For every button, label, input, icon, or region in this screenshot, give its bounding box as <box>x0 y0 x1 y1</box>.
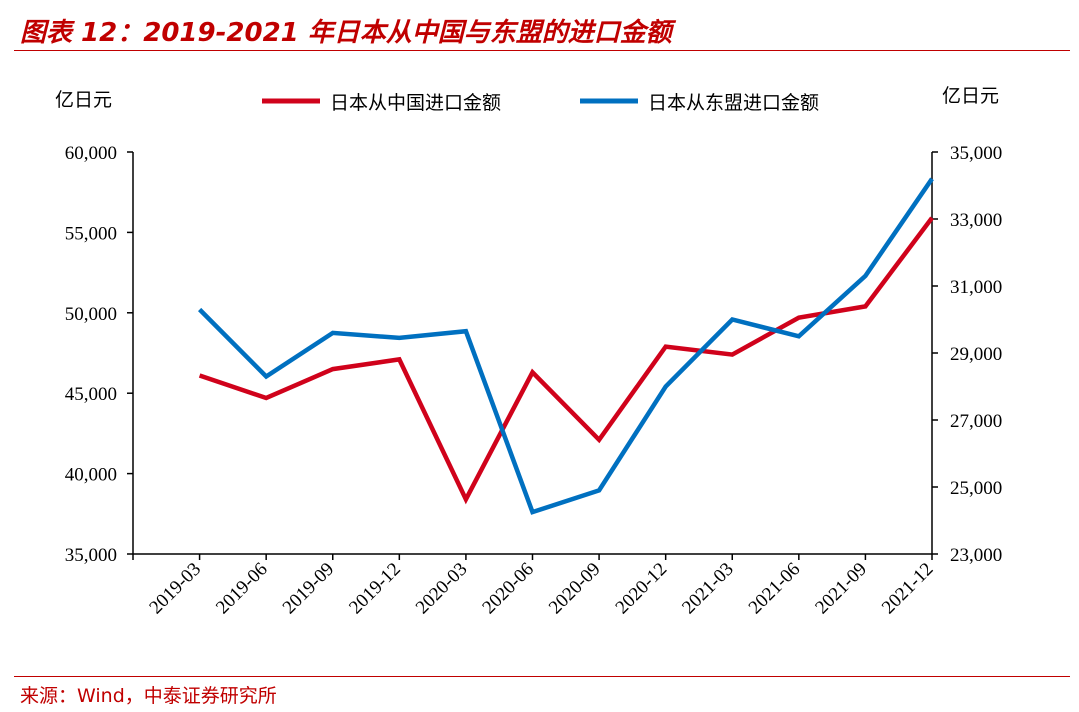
right-axis-unit: 亿日元 <box>942 85 999 107</box>
chart-axes <box>132 152 933 555</box>
legend-label-asean: 日本从东盟进口金额 <box>648 92 819 114</box>
x-tick-label: 2019-03 <box>145 559 205 619</box>
right-axis-ticks: 23,000 25,000 27,000 29,000 31,000 33,000 35,0… <box>932 143 1002 566</box>
left-axis-unit: 亿日元 <box>55 89 112 111</box>
series-line-china <box>198 216 934 505</box>
right-tick-label: 31,000 <box>950 277 1002 298</box>
right-tick-label: 29,000 <box>950 344 1002 365</box>
legend: 日本从中国进口金额 日本从东盟进口金额 <box>262 92 819 114</box>
x-tick-label: 2021-12 <box>878 559 938 619</box>
x-tick-label: 2019-09 <box>279 559 339 619</box>
x-tick-label: 2021-06 <box>745 559 805 619</box>
x-tick-label: 2021-03 <box>678 559 738 619</box>
right-tick-label: 35,000 <box>950 143 1002 164</box>
left-tick-label: 45,000 <box>65 384 117 405</box>
left-tick-label: 55,000 <box>65 223 117 244</box>
left-tick-label: 40,000 <box>65 465 117 486</box>
left-axis-ticks: 35,000 40,000 45,000 50,000 55,000 60,000 <box>65 143 133 566</box>
footer-divider <box>14 676 1070 677</box>
x-tick-label: 2020-03 <box>412 559 472 619</box>
left-tick-label: 60,000 <box>65 143 117 164</box>
title-divider <box>14 50 1070 51</box>
right-tick-label: 27,000 <box>950 411 1002 432</box>
right-tick-label: 25,000 <box>950 478 1002 499</box>
series-lines <box>198 177 934 515</box>
chart-title: 图表 12：2019-2021 年日本从中国与东盟的进口金额 <box>20 18 672 48</box>
left-tick-label: 35,000 <box>65 545 117 566</box>
x-tick-label: 2020-09 <box>545 559 605 619</box>
right-tick-label: 33,000 <box>950 210 1002 231</box>
left-tick-label: 50,000 <box>65 304 117 325</box>
right-tick-label: 23,000 <box>950 545 1002 566</box>
x-axis-ticks: 2019-03 2019-06 2019-09 2019-12 2020-03 2020-… <box>132 554 938 619</box>
legend-label-china: 日本从中国进口金额 <box>330 92 501 114</box>
series-line-asean <box>198 177 934 515</box>
source-note: 来源：Wind，中泰证券研究所 <box>20 685 277 707</box>
x-tick-label: 2021-09 <box>811 559 871 619</box>
x-tick-label: 2019-12 <box>345 559 405 619</box>
x-tick-label: 2019-06 <box>212 559 272 619</box>
x-tick-label: 2020-12 <box>612 559 672 619</box>
x-tick-label: 2020-06 <box>478 559 538 619</box>
